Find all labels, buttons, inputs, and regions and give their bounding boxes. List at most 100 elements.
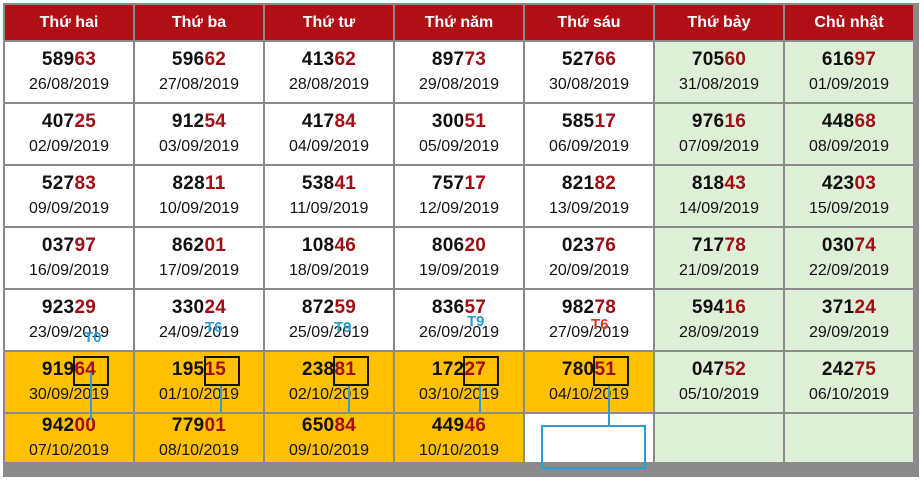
number-tail-digits: 25 [74,111,97,132]
number-tail-digits: 15 [204,359,227,380]
result-cell: 75717 12/09/2019 [395,166,523,226]
result-date: 04/10/2019 [548,386,630,403]
number-tail-digits: 97 [74,235,97,256]
result-number: 97616 [692,110,746,133]
header-day: Thứ bảy [655,5,783,40]
number-tail-digits: 27 [464,359,487,380]
result-date: 30/09/2019 [28,386,110,403]
number-tail-digits: 76 [594,235,617,256]
result-number: 23881 [302,358,356,381]
number-prefix: 238 [301,359,335,380]
result-number: 59416 [692,296,746,319]
results-grid: Thứ hai Thứ ba Thứ tư Thứ năm Thứ sáu Thứ bảy… [5,5,913,462]
result-number: 52783 [42,172,96,195]
result-cell: 91254 03/09/2019 [135,104,263,164]
result-date: 29/08/2019 [418,76,500,93]
result-number: 80620 [432,234,486,257]
result-cell: 52783 09/09/2019 [5,166,133,226]
result-cell: 78051 04/10/2019 [525,352,653,412]
number-tail-digits: 82 [594,173,617,194]
highlight-box [333,356,369,386]
number-tail-digits: 17 [464,173,487,194]
number-prefix: 330 [171,297,205,318]
result-number: 37124 [822,296,876,319]
result-date: 29/09/2019 [808,324,890,341]
result-date: 16/09/2019 [28,262,110,279]
number-tail-digits: 84 [334,111,357,132]
number-prefix: 527 [561,49,595,70]
number-tail-digits: 54 [204,111,227,132]
number-prefix: 589 [41,49,75,70]
result-cell: 03074 22/09/2019 [785,228,913,288]
number-tail-digits: 83 [74,173,97,194]
result-cell: 04752 05/10/2019 [655,352,783,412]
highlight-box [204,356,240,386]
annotation-label: T9 [334,319,352,336]
number-prefix: 779 [171,415,205,436]
empty-cell [655,414,783,462]
result-number: 24275 [822,358,876,381]
empty-cell [785,414,913,462]
number-prefix: 417 [301,111,335,132]
result-number: 82811 [172,172,225,195]
result-number: 98278 [562,296,616,319]
number-prefix: 195 [171,359,205,380]
number-prefix: 923 [41,297,75,318]
number-tail-digits: 11 [204,173,226,194]
number-tail-digits: 46 [334,235,357,256]
result-number: 83657 [432,296,486,319]
number-tail-digits: 78 [594,297,617,318]
number-tail-digits: 73 [464,49,487,70]
result-number: 03797 [42,234,96,257]
connector-line [348,386,350,412]
result-date: 10/10/2019 [418,442,500,459]
number-prefix: 242 [821,359,855,380]
number-tail-digits: 97 [854,49,877,70]
result-date: 11/09/2019 [289,200,369,217]
number-prefix: 717 [691,235,725,256]
result-number: 52766 [562,48,616,71]
number-tail-digits: 78 [724,235,747,256]
result-cell: 92329 23/09/2019 [5,290,133,350]
connector-line [608,386,610,425]
result-number: 33024 [172,296,226,319]
number-prefix: 780 [561,359,595,380]
number-tail-digits: 62 [334,49,357,70]
highlight-box [593,356,629,386]
header-day: Thứ sáu [525,5,653,40]
number-tail-digits: 60 [724,49,747,70]
result-number: 78051 [562,358,616,381]
result-cell: 70560 31/08/2019 [655,42,783,102]
result-cell: 10846 18/09/2019 [265,228,393,288]
number-prefix: 423 [821,173,855,194]
result-date: 24/09/2019 [158,324,240,341]
result-number: 58517 [562,110,616,133]
number-tail-digits: 75 [854,359,877,380]
result-cell: 23881 02/10/2019 [265,352,393,412]
result-number: 44946 [432,414,486,437]
number-prefix: 448 [821,111,855,132]
number-tail-digits: 59 [334,297,357,318]
result-number: 19515 [172,358,226,381]
result-number: 41784 [302,110,356,133]
number-tail-digits: 46 [464,415,487,436]
result-cell: 71778 21/09/2019 [655,228,783,288]
result-cell: 52766 30/08/2019 [525,42,653,102]
result-number: 03074 [822,234,876,257]
result-date: 09/10/2019 [288,442,370,459]
number-prefix: 172 [431,359,465,380]
result-date: 08/10/2019 [158,442,240,459]
number-tail-digits: 00 [74,415,97,436]
result-number: 91254 [172,110,226,133]
number-tail-digits: 41 [334,173,357,194]
result-date: 18/09/2019 [288,262,370,279]
header-day: Thứ năm [395,5,523,40]
result-date: 25/09/2019 [288,324,370,341]
result-cell: 33024 24/09/2019 [135,290,263,350]
result-number: 30051 [432,110,486,133]
result-number: 86201 [172,234,226,257]
number-tail-digits: 24 [204,297,227,318]
number-prefix: 596 [171,49,205,70]
result-date: 20/09/2019 [548,262,630,279]
result-number: 10846 [302,234,356,257]
